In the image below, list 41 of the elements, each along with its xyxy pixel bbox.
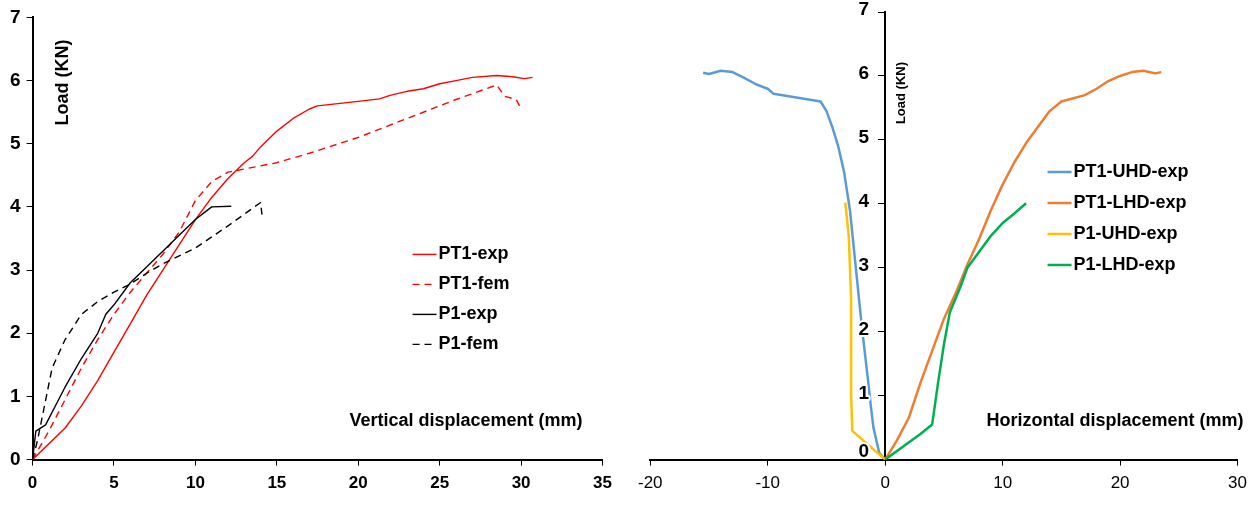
x-tick-label: 30 (1228, 473, 1248, 493)
y-tick-label: 6 (858, 62, 870, 84)
y-tick-label: 1 (9, 384, 21, 406)
y-tick-label: 6 (9, 68, 21, 90)
legend-label: PT1-UHD-exp (1073, 160, 1189, 181)
x-axis-title: Vertical displacement (mm) (349, 409, 583, 430)
x-tick-label: -10 (755, 473, 781, 493)
x-tick-label: 20 (348, 473, 368, 493)
legend-label: PT1-fem (438, 273, 510, 294)
y-tick-label: 4 (858, 190, 870, 212)
legend-label: P1-UHD-exp (1073, 222, 1178, 243)
x-tick-label: 35 (593, 473, 613, 493)
legend-label: PT1-LHD-exp (1073, 191, 1187, 212)
legend-label: P1-exp (438, 303, 498, 324)
y-tick-label: 5 (9, 131, 21, 153)
x-tick-label: 0 (880, 473, 890, 493)
legend-label: P1-fem (438, 333, 499, 354)
y-axis-title: Load (KN) (892, 62, 908, 125)
x-tick-label: 15 (267, 473, 287, 493)
legend-label: P1-LHD-exp (1073, 253, 1176, 274)
y-tick-label: 0 (9, 447, 21, 469)
x-axis-title: Horizontal displacement (mm) (986, 409, 1244, 430)
x-tick-label: -20 (638, 473, 663, 493)
y-tick-label: 4 (9, 195, 21, 217)
y-tick-label: 0 (858, 439, 870, 461)
y-tick-label: 7 (858, 0, 870, 20)
y-tick-label: 1 (858, 381, 870, 403)
y-tick-label: 3 (858, 254, 870, 276)
legend-label: PT1-exp (438, 243, 509, 264)
y-tick-label: 7 (9, 5, 21, 27)
x-tick-label: 0 (27, 473, 38, 493)
y-tick-label: 5 (858, 126, 870, 148)
x-tick-label: 20 (1110, 473, 1130, 493)
x-tick-label: 25 (430, 473, 450, 493)
y-axis-title: Load (KN) (51, 39, 72, 126)
x-tick-label: 10 (185, 473, 205, 493)
x-tick-label: 10 (993, 473, 1013, 493)
x-tick-label: 30 (511, 473, 531, 493)
x-tick-label: 5 (109, 473, 119, 493)
y-tick-label: 2 (9, 321, 21, 343)
y-tick-label: 3 (9, 258, 21, 280)
